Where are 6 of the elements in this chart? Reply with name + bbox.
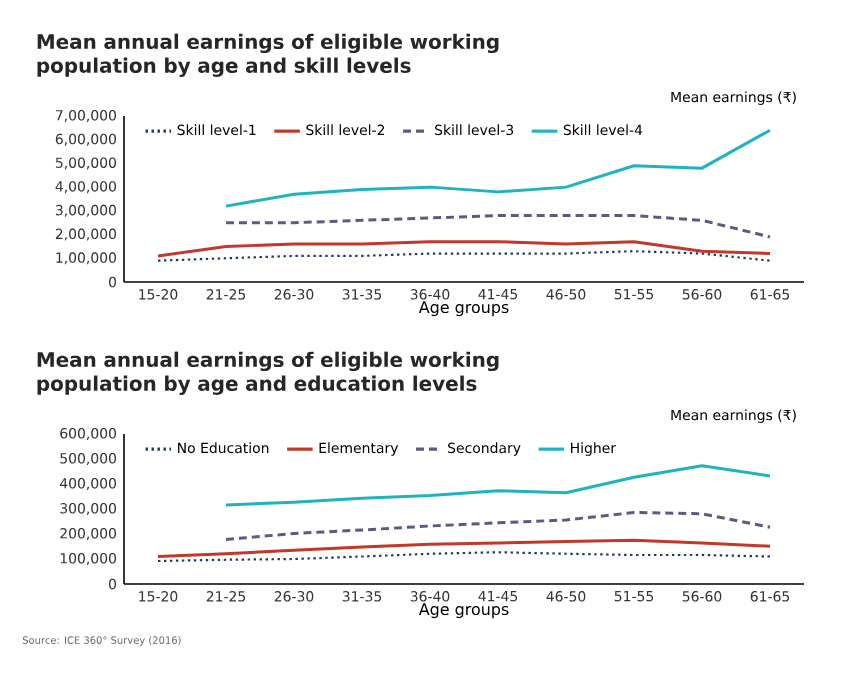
line-series xyxy=(156,538,772,558)
line-series xyxy=(224,464,772,507)
chart-title: Mean annual earnings of eligible working population by age and education levels xyxy=(37,351,499,396)
line-series xyxy=(224,511,772,541)
chart-title: Mean annual earnings of eligible working population by age and skill levels xyxy=(37,33,499,78)
line-series xyxy=(156,240,772,258)
